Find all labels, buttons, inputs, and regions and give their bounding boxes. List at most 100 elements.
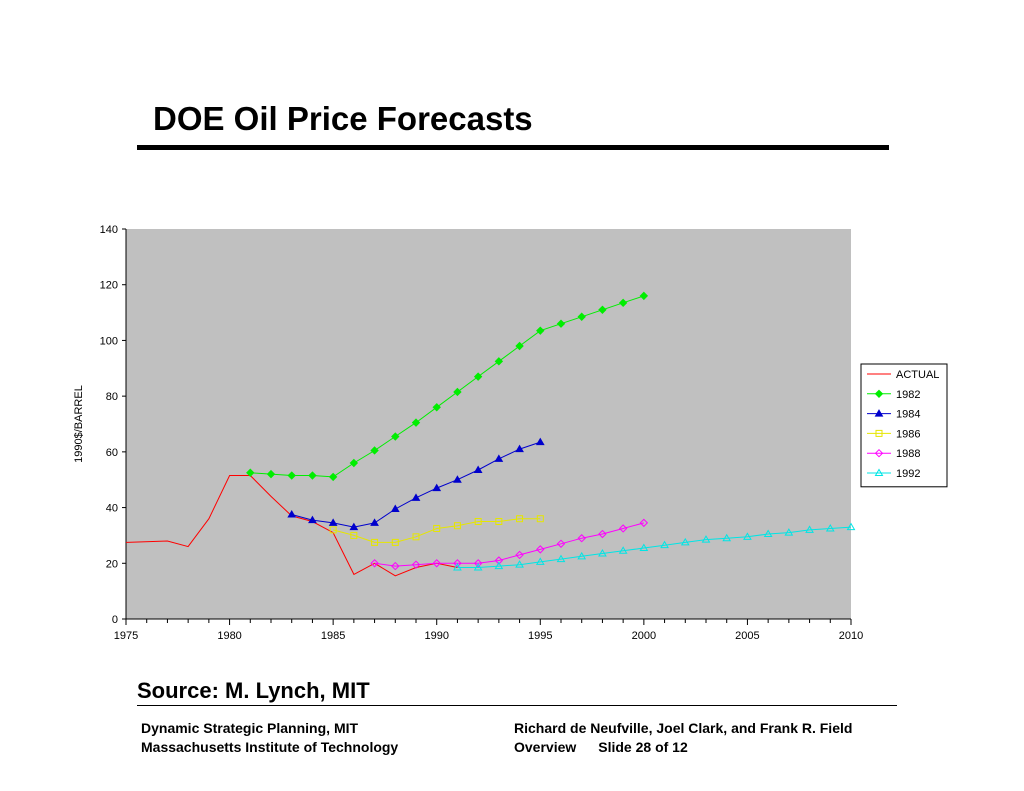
legend-label: 1988 — [896, 448, 920, 460]
axes: 0 20 40 60 80 100 120 140 1975 1980 1985 1990 1995 20… — [100, 224, 864, 642]
y-tick-label: 60 — [106, 447, 118, 459]
series-line-1986 — [332, 518, 541, 543]
data-point — [266, 469, 276, 479]
title-underline — [137, 145, 889, 150]
x-tick-label: 2005 — [735, 630, 759, 642]
data-point — [370, 446, 379, 455]
data-point — [350, 531, 358, 539]
data-point — [784, 528, 794, 536]
data-point — [556, 554, 566, 563]
data-point — [495, 518, 503, 525]
legend-marker — [874, 389, 884, 399]
footer-divider — [137, 705, 897, 706]
data-point — [494, 454, 504, 462]
x-tick-label: 2000 — [632, 630, 656, 642]
data-point — [287, 510, 297, 518]
footer-institution: Massachusetts Institute of Technology — [141, 739, 399, 755]
y-tick-label: 40 — [106, 503, 118, 515]
footer-slide-number: Slide 28 of 12 — [598, 739, 688, 755]
data-point — [515, 341, 524, 351]
footer-slide-info: Overview Slide 28 of 12 — [514, 738, 852, 757]
legend-item-1982: 1982 — [867, 389, 920, 401]
data-point — [515, 550, 524, 560]
data-point — [411, 493, 421, 501]
series-1986 — [329, 515, 544, 546]
data-point — [246, 468, 255, 477]
data-point — [453, 559, 462, 568]
data-point — [722, 533, 732, 542]
y-tick-label: 100 — [100, 335, 118, 347]
data-point — [639, 543, 649, 551]
slide-title: DOE Oil Price Forecasts — [153, 100, 533, 137]
legend-box — [860, 363, 948, 488]
data-point — [535, 437, 545, 446]
data-point — [308, 471, 317, 480]
data-point — [763, 529, 773, 538]
y-tick-label: 80 — [106, 391, 118, 403]
legend-marker — [874, 448, 884, 458]
data-point — [618, 298, 628, 308]
data-point — [453, 562, 462, 571]
footer-right: Richard de Neufville, Joel Clark, and Fr… — [514, 719, 852, 757]
data-point — [370, 518, 379, 526]
series-actual — [125, 475, 458, 577]
data-point — [432, 483, 442, 492]
data-point — [494, 357, 504, 366]
data-point — [432, 559, 441, 568]
data-point — [598, 305, 607, 314]
data-point — [494, 556, 504, 565]
data-point — [618, 524, 628, 533]
x-tick-label: 1995 — [528, 630, 552, 642]
x-tick-label: 1990 — [424, 630, 448, 642]
legend-marker — [874, 409, 884, 417]
data-point — [349, 458, 359, 468]
series-layer — [125, 291, 856, 577]
data-point — [535, 557, 545, 565]
y-axis-label: 1990$/BARREL — [73, 385, 85, 463]
data-point — [412, 533, 420, 541]
series-line-1992 — [457, 526, 852, 568]
legend-item-1986: 1986 — [867, 428, 920, 440]
legend-item-1988: 1988 — [867, 448, 920, 460]
data-point — [371, 538, 379, 546]
series-1988 — [370, 518, 649, 571]
data-point — [536, 326, 545, 335]
y-tick-label: 120 — [100, 280, 118, 292]
data-point — [370, 559, 379, 568]
data-point — [390, 504, 400, 512]
data-point — [453, 522, 461, 530]
data-point — [349, 522, 359, 531]
y-tick-label: 0 — [112, 614, 118, 626]
data-point — [473, 559, 483, 568]
data-point — [411, 418, 421, 427]
data-point — [515, 560, 524, 568]
x-tick-label: 1985 — [321, 630, 345, 642]
data-point — [577, 312, 586, 321]
data-point — [536, 545, 545, 554]
footer-left: Dynamic Strategic Planning, MIT Massachu… — [141, 719, 398, 757]
data-point — [598, 549, 607, 557]
data-point — [516, 515, 524, 523]
data-point — [287, 471, 296, 480]
data-point — [639, 518, 649, 528]
legend-item-1992: 1992 — [867, 468, 920, 480]
data-point — [556, 539, 566, 548]
series-1982 — [246, 291, 649, 482]
footer-overview: Overview — [514, 739, 577, 755]
data-point — [556, 319, 566, 328]
data-point — [515, 444, 524, 453]
data-point — [618, 546, 628, 554]
data-point — [701, 535, 711, 543]
data-point — [743, 532, 752, 540]
data-point — [391, 538, 399, 546]
data-point — [639, 291, 649, 301]
y-tick-label: 20 — [106, 558, 118, 570]
y-tick-label: 140 — [100, 224, 118, 236]
data-point — [328, 518, 338, 526]
data-point — [680, 537, 690, 546]
legend-label: ACTUAL — [896, 369, 939, 381]
plot-area — [126, 229, 851, 619]
series-line-actual — [125, 475, 458, 577]
data-point — [825, 523, 835, 532]
